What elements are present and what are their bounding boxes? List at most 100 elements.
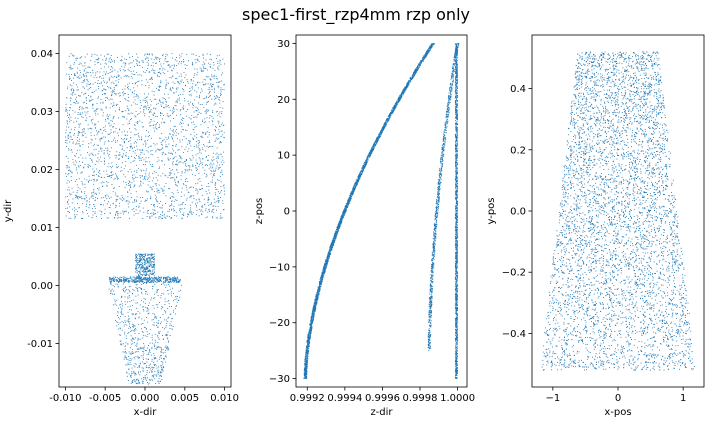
- data-point: [162, 283, 164, 285]
- data-point: [170, 320, 172, 322]
- data-point: [123, 174, 125, 176]
- data-point: [171, 64, 173, 66]
- data-point: [144, 115, 146, 117]
- data-point: [139, 154, 141, 156]
- data-point: [388, 113, 390, 115]
- data-point: [150, 150, 152, 152]
- data-point: [169, 323, 171, 325]
- data-point: [80, 123, 82, 125]
- data-point: [119, 128, 120, 130]
- data-point: [98, 82, 100, 84]
- data-point: [133, 324, 134, 326]
- data-point: [101, 137, 103, 139]
- data-point: [148, 382, 150, 384]
- data-point: [83, 166, 85, 168]
- data-point: [79, 146, 81, 147]
- data-point: [113, 279, 115, 281]
- data-point: [129, 123, 131, 125]
- data-point: [93, 190, 95, 192]
- data-point: [156, 188, 158, 190]
- data-point: [97, 161, 99, 163]
- data-point: [146, 258, 148, 260]
- data-point: [76, 167, 78, 169]
- data-point: [324, 265, 326, 267]
- data-point: [203, 67, 205, 69]
- data-point: [121, 279, 122, 281]
- data-point: [221, 80, 223, 82]
- data-point: [219, 167, 221, 169]
- data-point: [158, 332, 160, 334]
- data-point: [65, 111, 67, 113]
- data-point: [199, 97, 200, 99]
- data-point: [95, 174, 97, 176]
- data-point: [153, 358, 155, 360]
- data-point: [147, 209, 149, 211]
- data-point: [187, 125, 189, 126]
- data-point: [190, 211, 192, 213]
- data-point: [189, 211, 191, 213]
- data-point: [196, 206, 198, 208]
- data-point: [176, 185, 178, 187]
- data-point: [169, 89, 171, 91]
- data-point: [92, 211, 94, 213]
- data-point: [141, 60, 143, 62]
- data-point: [106, 115, 108, 117]
- data-point: [220, 191, 222, 193]
- data-point: [135, 268, 137, 270]
- data-point: [178, 204, 180, 206]
- data-point: [126, 372, 128, 374]
- data-point: [212, 83, 214, 85]
- data-point: [137, 262, 139, 263]
- data-point: [200, 113, 202, 114]
- data-point: [191, 86, 193, 88]
- data-point: [148, 274, 150, 276]
- data-point: [191, 122, 193, 124]
- data-point: [143, 211, 145, 213]
- data-point: [366, 157, 368, 159]
- data-point: [102, 102, 104, 104]
- data-point: [76, 195, 78, 197]
- data-point: [208, 168, 210, 170]
- data-point: [144, 298, 146, 300]
- data-point: [153, 191, 155, 193]
- y-tick-label: 0.01: [31, 223, 53, 234]
- data-point: [127, 87, 129, 88]
- data-point: [92, 92, 94, 94]
- data-point: [105, 89, 107, 91]
- data-point: [155, 278, 157, 280]
- data-point: [115, 173, 117, 175]
- data-point: [72, 142, 74, 144]
- data-point: [202, 157, 204, 159]
- data-point: [149, 71, 151, 73]
- data-point: [142, 361, 143, 363]
- data-point: [164, 122, 166, 124]
- data-point: [119, 217, 121, 218]
- data-point: [149, 282, 151, 283]
- data-point: [165, 144, 167, 146]
- data-point: [190, 134, 192, 136]
- data-point: [206, 159, 208, 161]
- data-point: [127, 83, 129, 85]
- data-point: [122, 162, 123, 164]
- data-point: [113, 102, 115, 104]
- data-point: [109, 157, 111, 159]
- data-point: [120, 166, 122, 168]
- data-point: [72, 90, 74, 92]
- data-point: [126, 371, 128, 373]
- data-point: [224, 63, 225, 65]
- data-point: [151, 258, 153, 259]
- data-point: [178, 63, 179, 65]
- data-point: [86, 197, 88, 198]
- data-point: [120, 276, 122, 278]
- data-point: [121, 312, 123, 314]
- data-point: [162, 140, 164, 142]
- data-point: [131, 209, 133, 211]
- data-point: [157, 157, 159, 158]
- data-point: [196, 168, 198, 170]
- data-point: [212, 160, 213, 162]
- data-point: [170, 172, 172, 174]
- data-point: [131, 280, 133, 282]
- data-point: [222, 124, 224, 126]
- data-point: [204, 169, 206, 171]
- data-point: [70, 66, 72, 68]
